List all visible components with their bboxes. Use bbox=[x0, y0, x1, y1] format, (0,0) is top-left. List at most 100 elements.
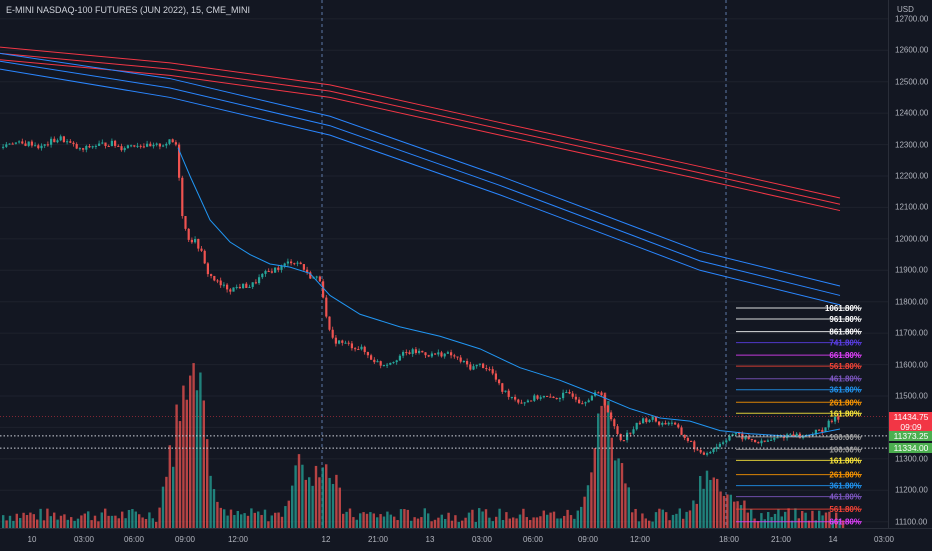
time-tick: 21:00 bbox=[770, 535, 792, 544]
candle-body bbox=[101, 142, 104, 144]
symbol-title[interactable]: E-MINI NASDAQ-100 FUTURES (JUN 2022), 15… bbox=[6, 5, 251, 15]
candle-body bbox=[286, 261, 289, 264]
candle-body bbox=[267, 271, 270, 273]
candle-body bbox=[450, 352, 453, 356]
candle-body bbox=[370, 355, 373, 360]
volume-bar bbox=[325, 464, 328, 528]
volume-bar bbox=[311, 485, 314, 528]
candle-body bbox=[366, 352, 369, 356]
volume-bar bbox=[189, 375, 192, 528]
volume-bar bbox=[369, 512, 372, 528]
volume-bar bbox=[93, 515, 97, 528]
candle-body bbox=[520, 402, 523, 404]
candle-body bbox=[94, 145, 97, 147]
candle-body bbox=[254, 282, 257, 284]
volume-bar bbox=[39, 508, 42, 528]
fib-level-label: 100.00% bbox=[829, 433, 861, 442]
volume-bar bbox=[699, 475, 702, 528]
volume-bar bbox=[729, 494, 732, 528]
candle-body bbox=[88, 146, 91, 148]
chart-area[interactable]: 1061.80% 961.80% 861.80% 741.80% 661.80% 561.… bbox=[0, 0, 888, 528]
candle-body bbox=[469, 364, 472, 370]
candle-body bbox=[818, 429, 821, 431]
candle-body bbox=[421, 350, 424, 353]
volume-bar bbox=[15, 513, 18, 528]
candle-body bbox=[517, 399, 520, 403]
candle-body bbox=[491, 369, 494, 374]
volume-bar bbox=[352, 517, 355, 528]
volume-bar bbox=[491, 521, 494, 528]
candle-body bbox=[510, 396, 513, 398]
candle-body bbox=[299, 262, 302, 265]
candle-body bbox=[402, 352, 405, 356]
volume-bar bbox=[182, 385, 185, 528]
volume-bar bbox=[144, 518, 148, 528]
volume-bar bbox=[580, 506, 583, 528]
time-tick: 21:00 bbox=[367, 535, 389, 544]
volume-bar bbox=[216, 501, 219, 528]
candle-body bbox=[677, 424, 680, 428]
volume-bar bbox=[345, 511, 348, 528]
volume-bar bbox=[338, 487, 341, 528]
candle-body bbox=[725, 440, 728, 443]
fib-level-label: 261.80% bbox=[829, 398, 861, 407]
volume-bar bbox=[743, 500, 746, 528]
candle-body bbox=[728, 435, 731, 441]
volume-bar bbox=[586, 485, 590, 528]
volume-bar bbox=[478, 508, 481, 528]
volume-bar bbox=[539, 516, 542, 528]
fib-level-label: 461.80% bbox=[829, 493, 861, 502]
fib-level-label: 661.80% bbox=[829, 351, 861, 360]
candle-body bbox=[328, 316, 331, 330]
candle-body bbox=[130, 145, 133, 147]
candle-body bbox=[427, 355, 430, 357]
fib-level-label: 261.80% bbox=[829, 471, 861, 480]
volume-bar bbox=[277, 512, 280, 528]
candle-body bbox=[78, 148, 81, 150]
candle-body bbox=[69, 141, 72, 143]
candle-body bbox=[408, 352, 411, 354]
volume-bar bbox=[600, 405, 603, 528]
candle-body bbox=[648, 419, 651, 423]
candle-body bbox=[456, 356, 459, 358]
candle-body bbox=[651, 416, 654, 420]
volume-bar bbox=[467, 512, 471, 528]
volume-bar bbox=[440, 514, 443, 528]
candle-body bbox=[542, 395, 545, 398]
volume-bar bbox=[376, 517, 379, 528]
volume-bar bbox=[175, 404, 178, 528]
candle-body bbox=[222, 284, 225, 286]
candle-body bbox=[165, 143, 168, 146]
volume-bar bbox=[770, 517, 773, 528]
volume-bar bbox=[529, 519, 532, 528]
volume-bar bbox=[46, 508, 49, 528]
volume-bar bbox=[36, 519, 39, 528]
candle-body bbox=[53, 138, 56, 143]
candle-body bbox=[338, 340, 341, 344]
volume-bar bbox=[648, 520, 651, 528]
candle-body bbox=[264, 271, 267, 274]
volume-bar bbox=[661, 509, 664, 528]
candle-body bbox=[392, 362, 395, 364]
volume-bar bbox=[223, 509, 226, 528]
time-axis[interactable]: 10 03:00 06:00 09:00 12:00 12 21:00 13 03:00 06:0… bbox=[0, 528, 932, 551]
price-tag: 11334.00 bbox=[889, 443, 932, 454]
candle-body bbox=[773, 437, 776, 440]
chart-canvas[interactable]: 1061.80% 961.80% 861.80% 741.80% 661.80% 561.… bbox=[0, 0, 888, 528]
volume-bar bbox=[739, 505, 743, 528]
volume-bar bbox=[627, 487, 630, 528]
candle-body bbox=[590, 395, 593, 401]
price-tag: 11373.25 bbox=[889, 430, 932, 441]
volume-bar bbox=[682, 518, 685, 528]
candle-body bbox=[142, 146, 145, 148]
volume-bar bbox=[331, 483, 335, 528]
candle-body bbox=[789, 434, 792, 436]
candle-body bbox=[565, 392, 568, 394]
price-axis[interactable]: USD 12700.00 12600.00 12500.00 12400.00 1230… bbox=[888, 0, 932, 528]
volume-bar bbox=[165, 476, 168, 528]
candle-body bbox=[331, 329, 334, 338]
volume-bar bbox=[794, 508, 797, 528]
candle-body bbox=[718, 443, 721, 447]
price-tag: 11434.75 09:09 bbox=[889, 411, 932, 432]
volume-bar bbox=[631, 512, 634, 528]
